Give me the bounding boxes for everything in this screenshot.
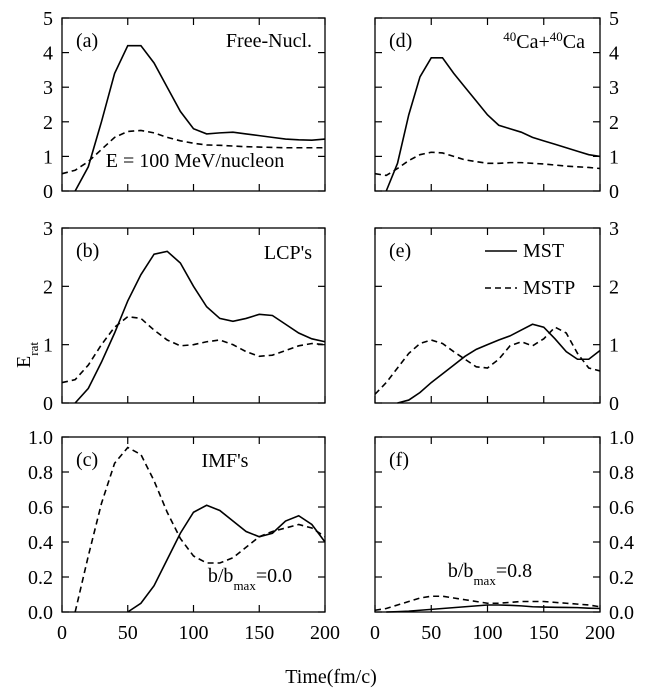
annotation-part: Free-Nucl. (226, 30, 312, 52)
annotation-part: =0.0 (256, 565, 292, 587)
y-tick-label: 0.0 (609, 602, 634, 624)
y-tick-label: 0.2 (28, 567, 53, 589)
y-axis-label-part: rat (26, 342, 41, 356)
series-line (397, 323, 601, 404)
x-tick-label: 200 (585, 622, 615, 644)
y-tick-label: 0.8 (609, 462, 634, 484)
legend-label: MST (523, 240, 564, 262)
y-tick-label: 1 (43, 146, 53, 168)
series-line (61, 129, 325, 175)
annotation: Free-Nucl. (226, 30, 312, 52)
panel-label: (e) (389, 240, 411, 262)
y-tick-label: 3 (43, 218, 53, 240)
x-tick-label: 50 (421, 622, 441, 644)
series-line (386, 604, 601, 613)
y-tick-label: 2 (43, 112, 53, 134)
annotation-part: max (473, 573, 496, 588)
series-line (385, 56, 601, 192)
y-tick-label: 0 (609, 181, 619, 203)
y-tick-label: 5 (43, 8, 53, 30)
y-tick-label: 4 (609, 43, 619, 65)
y-tick-label: 1 (609, 146, 619, 168)
series-line (74, 446, 326, 613)
y-tick-label: 0 (43, 181, 53, 203)
series-line (374, 595, 601, 612)
annotation-part: max (233, 578, 256, 593)
y-tick-label: 1.0 (609, 427, 634, 449)
series-line (127, 504, 326, 613)
y-tick-label: 0.8 (28, 462, 53, 484)
y-tick-label: 1.0 (28, 427, 53, 449)
x-tick-label: 0 (57, 622, 67, 644)
y-tick-label: 0.0 (28, 602, 53, 624)
annotation-part: 40 (503, 29, 516, 44)
x-axis-label: Time(fm/c) (285, 666, 376, 688)
annotation: IMF's (202, 450, 249, 472)
y-tick-label: 0 (609, 393, 619, 415)
y-tick-label: 2 (609, 276, 619, 298)
series-line (74, 250, 326, 404)
legend-label: MSTP (523, 277, 575, 299)
annotation: 40Ca+40Ca (503, 29, 585, 54)
y-tick-label: 3 (609, 77, 619, 99)
y-tick-label: 0.2 (609, 567, 634, 589)
y-tick-label: 0.6 (28, 497, 53, 519)
series-line (374, 151, 601, 177)
x-tick-label: 200 (310, 622, 340, 644)
y-tick-label: 3 (609, 218, 619, 240)
y-tick-label: 5 (609, 8, 619, 30)
x-tick-label: 50 (118, 622, 138, 644)
x-tick-label: 100 (473, 622, 503, 644)
x-tick-label: 150 (529, 622, 559, 644)
y-tick-label: 2 (609, 112, 619, 134)
panel-label: (b) (76, 240, 99, 262)
annotation: b/bmax=0.8 (448, 560, 532, 588)
x-tick-label: 0 (370, 622, 380, 644)
series-line (61, 315, 326, 384)
y-tick-label: 4 (43, 43, 53, 65)
series-line (74, 44, 326, 192)
panel-label: (c) (76, 449, 98, 471)
annotation: LCP's (264, 242, 312, 264)
annotation: E = 100 MeV/nucleon (106, 150, 284, 172)
annotation-part: =0.8 (496, 560, 532, 582)
annotation-part: IMF's (202, 450, 249, 472)
panel-label: (f) (389, 449, 409, 471)
annotation-part: Ca+ (516, 31, 550, 53)
y-tick-label: 0.4 (609, 532, 634, 554)
series-line (374, 326, 601, 395)
annotation: b/bmax=0.0 (208, 565, 292, 593)
y-tick-label: 0 (43, 393, 53, 415)
y-tick-label: 2 (43, 276, 53, 298)
y-axis-label: Erat (13, 342, 41, 368)
y-tick-label: 1 (43, 335, 53, 357)
y-tick-label: 1 (609, 335, 619, 357)
annotation-part: 40 (550, 29, 563, 44)
y-tick-label: 3 (43, 77, 53, 99)
x-tick-label: 150 (244, 622, 274, 644)
panel-label: (a) (76, 30, 98, 52)
annotation-part: LCP's (264, 242, 312, 264)
annotation-part: b/b (448, 560, 474, 582)
x-tick-label: 100 (179, 622, 209, 644)
annotation-part: E = 100 MeV/nucleon (106, 150, 284, 172)
annotation-part: b/b (208, 565, 234, 587)
y-tick-label: 0.6 (609, 497, 634, 519)
annotation-part: Ca (563, 31, 585, 53)
panel-label: (d) (389, 30, 412, 52)
y-tick-label: 0.4 (28, 532, 53, 554)
y-axis-label-part: E (13, 356, 35, 368)
